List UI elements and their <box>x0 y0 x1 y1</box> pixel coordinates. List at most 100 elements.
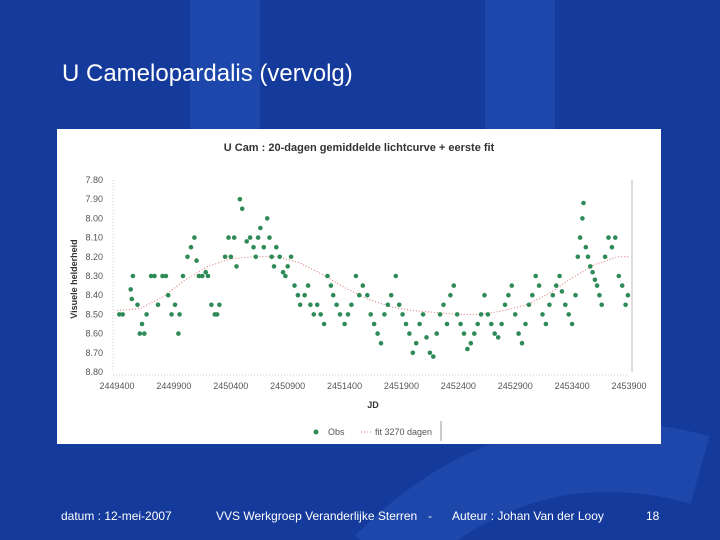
obs-point <box>526 302 532 308</box>
obs-point <box>382 312 387 317</box>
obs-point <box>209 302 214 308</box>
obs-point <box>566 312 571 317</box>
obs-point <box>357 292 362 298</box>
y-tick-label: 8.40 <box>85 290 103 300</box>
obs-point <box>536 283 542 288</box>
obs-point <box>400 312 405 317</box>
obs-point <box>117 312 122 317</box>
obs-point <box>228 254 234 260</box>
obs-point <box>577 235 583 240</box>
obs-point <box>177 312 182 317</box>
obs-point <box>239 206 245 212</box>
obs-point <box>454 312 460 317</box>
obs-point <box>516 331 521 336</box>
obs-point <box>559 289 565 294</box>
obs-point <box>165 292 171 298</box>
y-tick-label: 8.50 <box>85 309 103 319</box>
x-tick-label: 2449900 <box>156 381 191 391</box>
obs-point <box>274 244 279 250</box>
x-tick-label: 2452900 <box>498 381 533 391</box>
chart-legend: Obs fit 3270 dagen <box>313 421 442 441</box>
x-tick-label: 2450400 <box>213 381 248 391</box>
obs-point <box>258 225 263 231</box>
obs-point <box>280 269 286 275</box>
obs-point <box>328 283 334 288</box>
obs-point <box>388 292 394 298</box>
footer-organization: VVS Werkgroep Veranderlijke Sterren <box>216 509 418 523</box>
y-tick-label: 8.20 <box>85 252 103 262</box>
obs-point <box>557 273 562 279</box>
obs-point <box>251 244 256 250</box>
obs-point <box>509 283 515 288</box>
obs-point <box>244 239 249 244</box>
obs-point <box>130 273 136 279</box>
footer-separator: - <box>428 509 432 523</box>
obs-point <box>594 283 600 288</box>
obs-point <box>160 273 165 279</box>
obs-point <box>360 283 366 288</box>
obs-point <box>385 302 391 308</box>
y-axis-label: Visuele helderheid <box>69 239 79 318</box>
axes: 7.80 7.90 8.00 8.10 8.20 8.30 8.40 8.50 8.60 8.70… <box>85 175 646 391</box>
obs-point <box>234 264 239 269</box>
obs-point <box>285 264 290 269</box>
obs-point <box>297 302 303 308</box>
obs-point <box>261 244 267 250</box>
obs-point <box>547 302 552 308</box>
x-axis-label: JD <box>367 400 379 410</box>
obs-point <box>403 321 409 327</box>
obs-point <box>231 235 237 240</box>
obs-point <box>292 283 297 288</box>
obs-point <box>318 312 324 317</box>
obs-point <box>437 312 443 317</box>
obs-point <box>349 302 354 308</box>
obs-point <box>444 321 450 327</box>
obs-point <box>226 235 231 240</box>
obs-point <box>441 302 446 308</box>
y-tick-label: 8.80 <box>85 367 103 377</box>
y-tick-label: 8.70 <box>85 348 103 358</box>
obs-point <box>334 302 339 308</box>
fit-curve <box>116 256 629 315</box>
x-tick-label: 2449400 <box>99 381 134 391</box>
obs-point <box>543 321 549 327</box>
obs-point <box>623 302 628 308</box>
obs-point <box>530 292 535 298</box>
obs-point <box>434 331 440 336</box>
obs-point <box>128 287 133 292</box>
obs-point <box>277 254 282 260</box>
obs-point <box>152 273 157 279</box>
obs-point <box>427 350 433 356</box>
obs-point <box>588 264 593 269</box>
obs-point <box>196 273 202 279</box>
decor-arc-bottom <box>355 421 710 540</box>
x-tick-label: 2451900 <box>384 381 419 391</box>
obs-point <box>217 302 222 308</box>
obs-point <box>139 321 145 327</box>
obs-point <box>148 273 154 279</box>
obs-point <box>590 269 595 275</box>
obs-point <box>311 312 317 317</box>
obs-point <box>288 254 294 260</box>
obs-point <box>342 321 347 327</box>
obs-point <box>185 254 190 260</box>
obs-point <box>368 312 374 317</box>
obs-point <box>410 350 416 356</box>
obs-point <box>237 196 243 202</box>
obs-point <box>616 273 622 279</box>
obs-point <box>533 273 538 279</box>
obs-point <box>553 283 559 288</box>
obs-point <box>599 302 604 308</box>
obs-point <box>602 254 608 260</box>
obs-point <box>431 354 436 359</box>
obs-point <box>580 216 585 221</box>
chart-panel: U Cam : 20-dagen gemiddelde lichtcurve +… <box>57 129 661 444</box>
legend-fit-label: fit 3270 dagen <box>375 427 432 437</box>
obs-point <box>581 200 586 206</box>
y-tick-label: 8.60 <box>85 329 103 339</box>
obs-point <box>200 273 205 279</box>
obs-point <box>475 321 481 327</box>
obs-point <box>468 340 474 346</box>
obs-point <box>137 331 143 336</box>
obs-point <box>523 321 528 327</box>
